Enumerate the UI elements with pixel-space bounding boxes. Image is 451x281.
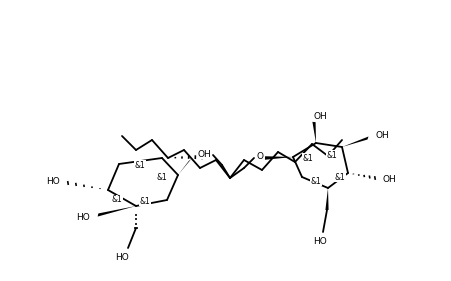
Text: HO: HO [313, 237, 326, 246]
Polygon shape [341, 137, 368, 147]
Text: HO: HO [115, 253, 129, 262]
Text: &1: &1 [334, 173, 345, 182]
Polygon shape [264, 156, 292, 160]
Polygon shape [178, 159, 191, 175]
Text: O: O [256, 151, 263, 160]
Text: HO: HO [46, 176, 60, 185]
Text: &1: &1 [310, 176, 321, 185]
Text: OH: OH [198, 149, 211, 158]
Text: &1: &1 [302, 153, 313, 162]
Text: O: O [203, 151, 210, 160]
Polygon shape [97, 206, 136, 217]
Text: &1: &1 [139, 196, 150, 205]
Polygon shape [312, 122, 315, 143]
Text: OH: OH [313, 112, 326, 121]
Text: OH: OH [382, 175, 396, 183]
Text: OH: OH [375, 130, 389, 139]
Text: &1: &1 [134, 160, 145, 169]
Text: &1: &1 [111, 196, 122, 205]
Text: HO: HO [76, 214, 90, 223]
Polygon shape [325, 188, 328, 210]
Text: &1: &1 [326, 151, 336, 160]
Text: &1: &1 [156, 173, 167, 182]
